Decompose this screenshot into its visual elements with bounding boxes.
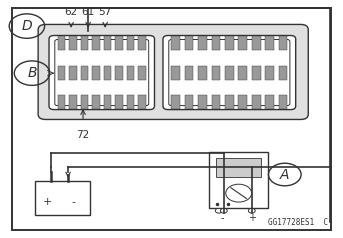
- Circle shape: [248, 208, 255, 213]
- Bar: [252, 95, 261, 109]
- Bar: [127, 95, 134, 109]
- Bar: [58, 65, 65, 79]
- Text: -: -: [72, 197, 75, 207]
- Bar: [198, 65, 207, 79]
- Bar: [265, 65, 274, 79]
- Bar: [216, 158, 261, 177]
- Bar: [104, 65, 111, 79]
- Bar: [212, 95, 220, 109]
- Bar: [138, 36, 145, 50]
- FancyBboxPatch shape: [38, 25, 308, 119]
- FancyBboxPatch shape: [49, 35, 154, 109]
- Bar: [238, 95, 247, 109]
- Bar: [138, 65, 145, 79]
- Text: 61: 61: [82, 7, 95, 17]
- Bar: [171, 65, 180, 79]
- Bar: [92, 95, 99, 109]
- Bar: [279, 95, 287, 109]
- Bar: [127, 36, 134, 50]
- Bar: [35, 181, 90, 215]
- Bar: [127, 65, 134, 79]
- Bar: [225, 95, 234, 109]
- Text: 62: 62: [64, 7, 78, 17]
- Bar: [279, 36, 287, 50]
- Bar: [212, 36, 220, 50]
- Text: +: +: [248, 213, 256, 223]
- Bar: [138, 95, 145, 109]
- Text: -: -: [220, 213, 224, 223]
- Bar: [171, 95, 180, 109]
- Bar: [185, 65, 193, 79]
- Bar: [92, 65, 99, 79]
- Bar: [209, 152, 269, 208]
- Bar: [265, 95, 274, 109]
- Bar: [252, 36, 261, 50]
- Bar: [238, 36, 247, 50]
- Text: B: B: [27, 66, 37, 80]
- Bar: [70, 95, 77, 109]
- Bar: [252, 65, 261, 79]
- Bar: [70, 65, 77, 79]
- Bar: [115, 95, 122, 109]
- Bar: [70, 36, 77, 50]
- Bar: [225, 36, 234, 50]
- Circle shape: [221, 208, 227, 213]
- Bar: [225, 65, 234, 79]
- Bar: [81, 65, 88, 79]
- Bar: [198, 36, 207, 50]
- Bar: [238, 65, 247, 79]
- Bar: [58, 36, 65, 50]
- FancyBboxPatch shape: [163, 35, 296, 109]
- Bar: [279, 65, 287, 79]
- Text: GG17728ES1  C: GG17728ES1 C: [268, 218, 328, 227]
- Bar: [92, 36, 99, 50]
- Bar: [265, 36, 274, 50]
- Text: 57: 57: [98, 7, 112, 17]
- Circle shape: [215, 208, 222, 213]
- Bar: [115, 36, 122, 50]
- Bar: [171, 36, 180, 50]
- Bar: [115, 65, 122, 79]
- Bar: [104, 95, 111, 109]
- Bar: [104, 36, 111, 50]
- Bar: [81, 36, 88, 50]
- Text: 72: 72: [76, 129, 90, 139]
- Text: +: +: [43, 197, 52, 207]
- Bar: [81, 95, 88, 109]
- Bar: [185, 36, 193, 50]
- Text: A: A: [280, 168, 289, 182]
- Bar: [58, 95, 65, 109]
- Bar: [212, 65, 220, 79]
- Bar: [198, 95, 207, 109]
- Bar: [185, 95, 193, 109]
- Text: D: D: [22, 19, 32, 33]
